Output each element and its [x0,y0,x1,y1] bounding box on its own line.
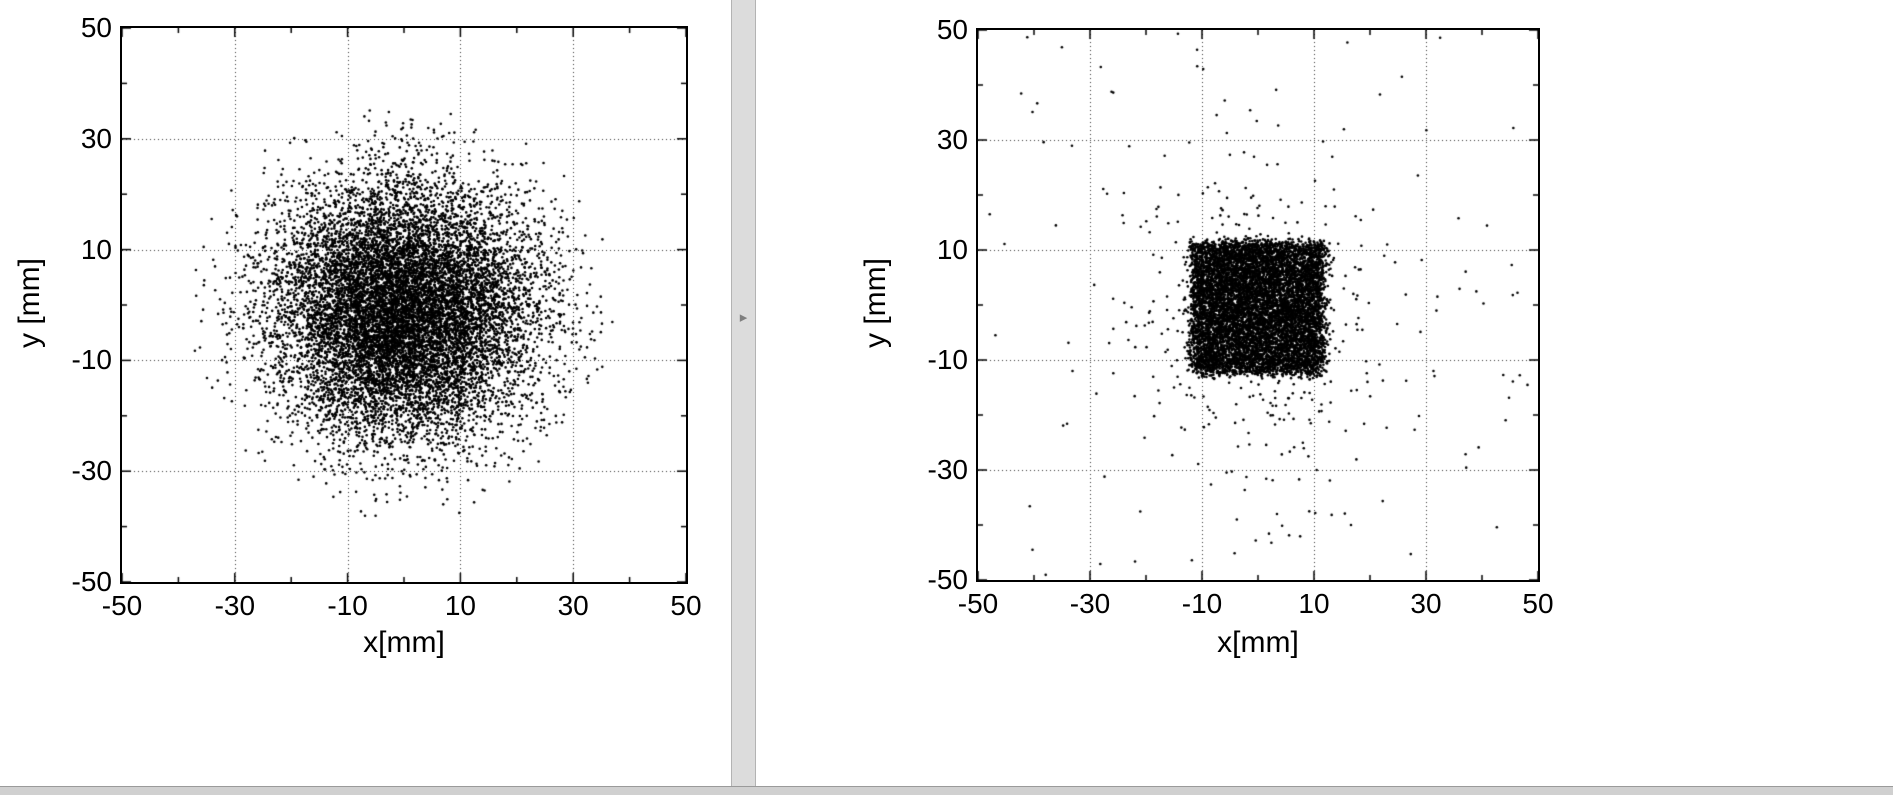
x-tick-label: 50 [1522,588,1554,619]
y-tick-label: 10 [936,234,968,265]
scatter-canvas [122,28,686,582]
pane-splitter[interactable]: ▸ [731,0,756,786]
x-tick-label: 30 [1410,588,1442,619]
x-axis-label: x[mm] [1217,626,1299,659]
y-tick-label: -50 [927,564,968,595]
y-tick-label: 10 [80,233,112,265]
x-tick-label: 10 [1298,588,1330,619]
scatter-plot-left: -50 -30 -10 10 30 50 -50 -30 -10 10 30 50 x[mm] y … [0,0,731,786]
y-tick-label: -30 [71,455,112,487]
y-tick-label: -50 [71,566,112,597]
y-tick-label: 50 [80,12,112,43]
y-tick-label: 30 [80,122,112,154]
x-tick-label: -30 [1069,588,1111,619]
right-plot-pane: -50 -30 -10 10 30 50 -50 -30 -10 10 30 50 x[mm] y … [756,0,1893,786]
y-tick-label: 50 [936,14,968,45]
y-tick-label: 30 [936,124,968,155]
x-tick-label: -30 [214,590,256,621]
x-tick-label: -10 [1181,588,1223,619]
y-tick-label: -10 [927,344,968,375]
y-tick-label: -10 [71,344,112,376]
y-axis-label: y [mm] [13,258,46,348]
x-tick-label: -50 [101,590,143,621]
horizontal-scrollbar[interactable] [0,786,1893,795]
x-tick-label: -50 [957,588,999,619]
collapse-arrow-icon[interactable]: ▸ [739,309,748,326]
scatter-canvas [978,30,1538,580]
x-axis-label: x[mm] [363,626,445,659]
y-axis-label: y [mm] [859,258,892,348]
plot-area [976,28,1540,582]
y-tick-label: -30 [927,454,968,485]
scatter-plot-right: -50 -30 -10 10 30 50 -50 -30 -10 10 30 50 x[mm] y … [756,0,1893,786]
x-tick-label: 10 [444,590,476,621]
x-tick-label: 50 [670,590,702,621]
x-tick-label: 30 [557,590,589,621]
plot-area [120,26,688,584]
left-plot-pane: -50 -30 -10 10 30 50 -50 -30 -10 10 30 50 x[mm] y … [0,0,731,786]
x-tick-label: -10 [327,590,368,621]
